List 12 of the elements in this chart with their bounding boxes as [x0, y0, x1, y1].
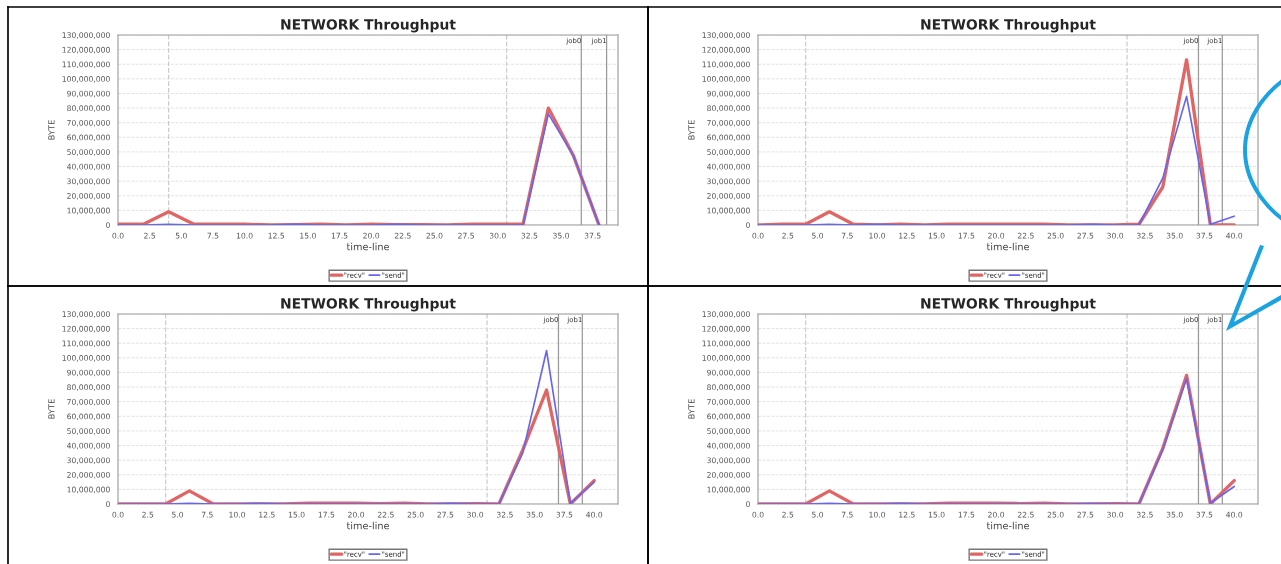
chart-title: NETWORK Throughput [281, 18, 456, 33]
y-axis-title: BYTE [48, 399, 55, 419]
y-axis-title: BYTE [688, 399, 695, 419]
chart-title: NETWORK Throughput [921, 18, 1096, 33]
chart-title: NETWORK Throughput [281, 297, 456, 312]
x-axis-title: time-line [346, 242, 389, 251]
x-axis-title: time-line [986, 242, 1029, 251]
x-axis-title: time-line [346, 521, 389, 530]
y-axis-title: BYTE [48, 120, 55, 140]
chart-title: NETWORK Throughput [921, 297, 1096, 312]
x-axis-title: time-line [986, 521, 1029, 530]
y-axis-title: BYTE [688, 120, 695, 140]
